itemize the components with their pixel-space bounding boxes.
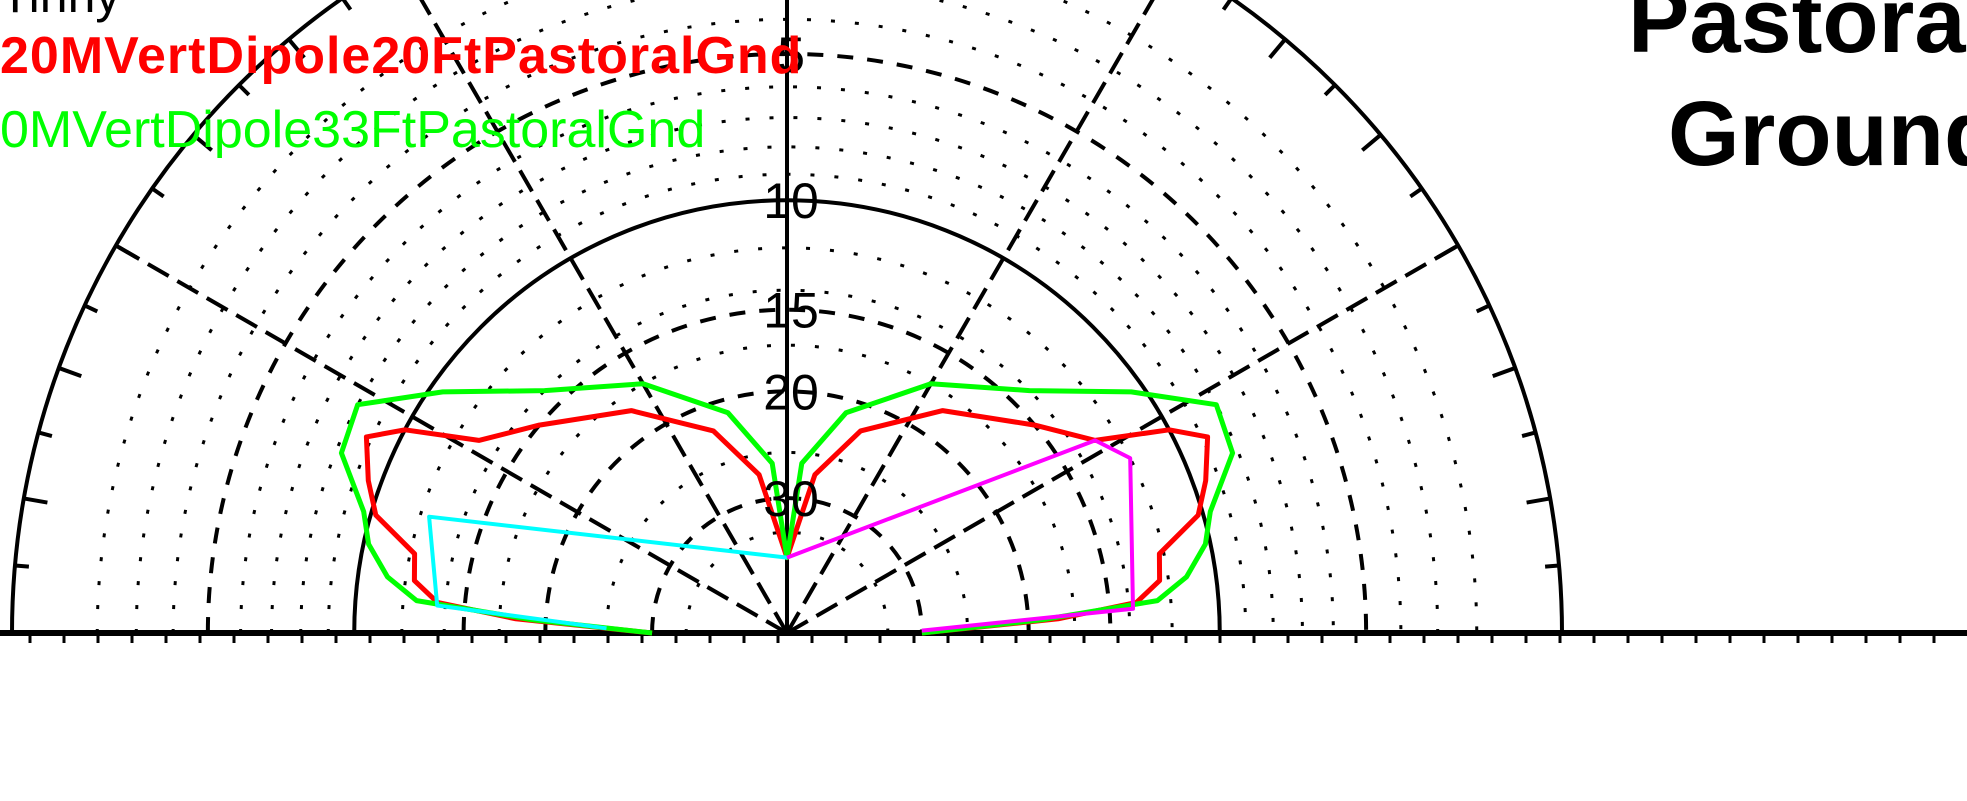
series-line-3 <box>427 514 788 631</box>
elevation-tick <box>1526 496 1551 505</box>
spoke <box>114 243 789 635</box>
elevation-tick <box>287 38 306 59</box>
elevation-tick <box>151 186 165 199</box>
ring-labels: 0 dB510152030 <box>763 27 819 527</box>
elevation-tick <box>1361 133 1382 152</box>
elevation-tick <box>1268 38 1287 59</box>
chart-title-line-2: Ground <box>1668 83 1967 185</box>
spoke <box>419 0 789 634</box>
elevation-tick <box>1436 243 1460 260</box>
elevation-tick <box>341 0 353 11</box>
elevation-tick <box>1475 303 1491 314</box>
elevation-tick <box>1544 563 1560 569</box>
ring-major <box>461 307 1113 634</box>
spoke <box>785 243 1460 635</box>
elevation-tick <box>237 83 251 97</box>
elevation-tick <box>1521 430 1537 438</box>
chart-title-line-1: Pastora <box>1628 0 1966 72</box>
elevation-tick <box>14 563 30 569</box>
elevation-tick <box>1409 186 1423 199</box>
plot-series <box>338 381 1236 636</box>
spoke <box>785 0 1155 634</box>
legend-header: Tinny <box>0 0 120 20</box>
ring-label: 5 <box>777 27 805 83</box>
legend-series-2: 0MVertDipole33FtPastoralGnd <box>0 101 706 159</box>
elevation-tick <box>23 496 48 505</box>
plot-grid <box>0 0 1967 643</box>
ring-major <box>543 389 1031 634</box>
series-line-4 <box>786 438 1135 633</box>
legend-series-1: 20MVertDipole20FtPastoralGnd <box>0 27 803 85</box>
elevation-tick <box>58 366 82 379</box>
elevation-tick <box>1221 0 1233 11</box>
ring-label: 15 <box>763 283 819 339</box>
ring-minor <box>239 85 1335 634</box>
ring-label: 10 <box>763 173 819 229</box>
ring-label: 30 <box>763 471 819 527</box>
elevation-tick <box>1492 366 1516 379</box>
elevation-tick <box>37 430 53 438</box>
ring-major <box>10 0 1564 634</box>
elevation-tick <box>114 243 138 260</box>
ring-label: 20 <box>763 364 819 420</box>
elevation-tick <box>83 303 99 314</box>
elevation-tick <box>192 133 213 152</box>
elevation-tick <box>1323 83 1337 97</box>
ring-minor <box>299 146 1275 634</box>
